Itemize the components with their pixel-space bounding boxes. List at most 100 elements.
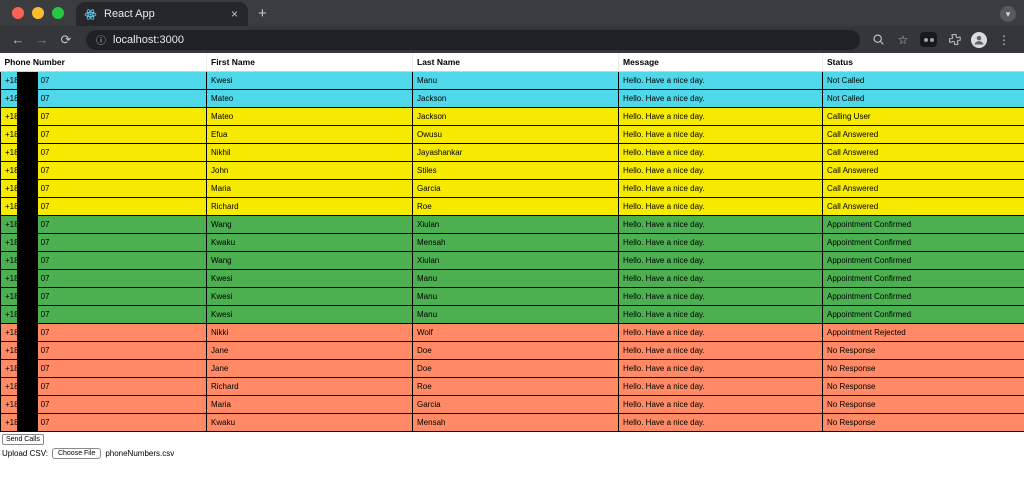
cell-last-name: Garcia [412, 395, 619, 414]
cell-last-name: Stiles [412, 161, 619, 180]
table-row: +18 07 Kwesi Manu Hello. Have a nice day.… [0, 287, 1024, 306]
cell-message: Hello. Have a nice day. [618, 359, 823, 378]
cell-last-name: Manu [412, 305, 619, 324]
cell-first-name: John [206, 161, 413, 180]
cell-message: Hello. Have a nice day. [618, 233, 823, 252]
table-body: +18 07 Kwesi Manu Hello. Have a nice day.… [0, 71, 1024, 432]
profile-avatar[interactable] [971, 31, 987, 48]
phone-suffix: 07 [40, 364, 50, 373]
phone-suffix: 07 [40, 346, 50, 355]
cell-status: Call Answered [822, 125, 1024, 144]
cell-last-name: Owusu [412, 125, 619, 144]
calls-table: Phone Number First Name Last Name Messag… [0, 53, 1024, 432]
tab-strip: React App × + ▾ [0, 0, 1024, 26]
cell-message: Hello. Have a nice day. [618, 215, 823, 234]
site-info-icon[interactable]: ⓘ [96, 36, 106, 47]
phone-suffix: 07 [40, 202, 50, 211]
phone-prefix: +18 [5, 148, 19, 157]
back-icon[interactable]: ← [11, 32, 25, 47]
cell-last-name: Xiulan [412, 251, 619, 270]
cell-phone: +18 07 [0, 413, 207, 432]
cell-status: Call Answered [822, 179, 1024, 198]
upload-csv-row: Upload CSV: Choose File phoneNumbers.csv [2, 448, 1022, 459]
phone-prefix: +18 [5, 364, 19, 373]
tab-react-app[interactable]: React App × [76, 2, 248, 26]
phone-prefix: +18 [5, 130, 19, 139]
cell-first-name: Kwesi [206, 269, 413, 288]
cell-first-name: Wang [206, 251, 413, 270]
cell-first-name: Jane [206, 359, 413, 378]
cell-first-name: Nikhil [206, 143, 413, 162]
forward-icon[interactable]: → [35, 32, 49, 47]
close-tab-icon[interactable]: × [230, 7, 238, 21]
minimize-window-button[interactable] [32, 7, 44, 19]
cell-message: Hello. Have a nice day. [618, 197, 823, 216]
cell-status: No Response [822, 359, 1024, 378]
cell-last-name: Garcia [412, 179, 619, 198]
cell-last-name: Roe [412, 377, 619, 396]
url-text: localhost:3000 [113, 33, 184, 46]
cell-last-name: Roe [412, 197, 619, 216]
phone-suffix: 07 [40, 220, 50, 229]
uploaded-file-name: phoneNumbers.csv [105, 449, 175, 458]
cell-status: Appointment Confirmed [822, 269, 1024, 288]
cell-status: Not Called [822, 89, 1024, 108]
table-row: +18 07 Mateo Jackson Hello. Have a nice d… [0, 89, 1024, 108]
table-row: +18 07 Nikki Wolf Hello. Have a nice day.… [0, 323, 1024, 342]
column-header-phone-number: Phone Number [0, 53, 207, 72]
phone-suffix: 07 [40, 238, 50, 247]
cell-message: Hello. Have a nice day. [618, 125, 823, 144]
zoom-window-button[interactable] [52, 7, 64, 19]
extensions-puzzle-icon[interactable] [946, 32, 962, 48]
table-row: +18 07 Maria Garcia Hello. Have a nice da… [0, 179, 1024, 198]
table-row: +18 07 Kwesi Manu Hello. Have a nice day.… [0, 71, 1024, 90]
cell-first-name: Kwaku [206, 413, 413, 432]
cell-first-name: Efua [206, 125, 413, 144]
cell-status: Appointment Confirmed [822, 251, 1024, 270]
phone-prefix: +18 [5, 76, 19, 85]
cell-last-name: Jackson [412, 89, 619, 108]
cell-last-name: Doe [412, 359, 619, 378]
phone-prefix: +18 [5, 202, 19, 211]
phone-prefix: +18 [5, 310, 19, 319]
window-controls [0, 0, 76, 26]
cell-last-name: Mensah [412, 233, 619, 252]
cell-message: Hello. Have a nice day. [618, 251, 823, 270]
cell-first-name: Maria [206, 395, 413, 414]
cell-status: No Response [822, 377, 1024, 396]
search-icon[interactable] [870, 32, 886, 48]
send-calls-button[interactable]: Send Calls [2, 434, 44, 445]
bookmark-star-icon[interactable]: ☆ [897, 32, 909, 47]
phone-prefix: +18 [5, 256, 19, 265]
choose-file-button[interactable]: Choose File [51, 448, 102, 459]
column-header-first-name: First Name [206, 53, 413, 72]
page: Phone Number First Name Last Name Messag… [0, 53, 1024, 500]
phone-suffix: 07 [40, 382, 50, 391]
toolbar-icons: ☆ ⋮ [870, 31, 1016, 48]
cell-status: Not Called [822, 71, 1024, 90]
menu-kebab-icon[interactable]: ⋮ [998, 32, 1010, 47]
table-row: +18 07 Richard Roe Hello. Have a nice day… [0, 197, 1024, 216]
new-tab-button[interactable]: + [258, 4, 267, 22]
extension-badge-icon[interactable] [920, 32, 937, 47]
cell-first-name: Jane [206, 341, 413, 360]
cell-status: Appointment Confirmed [822, 233, 1024, 252]
cell-status: Call Answered [822, 161, 1024, 180]
reload-icon[interactable]: ⟳ [60, 31, 72, 47]
cell-status: Appointment Confirmed [822, 305, 1024, 324]
phone-prefix: +18 [5, 292, 19, 301]
cell-status: Call Answered [822, 197, 1024, 216]
phone-suffix: 07 [40, 130, 50, 139]
cell-first-name: Maria [206, 179, 413, 198]
phone-suffix: 07 [40, 76, 50, 85]
url-bar[interactable]: ⓘ localhost:3000 [86, 29, 860, 50]
close-window-button[interactable] [12, 7, 24, 19]
phone-prefix: +18 [5, 400, 19, 409]
table-row: +18 07 Kwaku Mensah Hello. Have a nice da… [0, 233, 1024, 252]
phone-prefix: +18 [5, 382, 19, 391]
table-row: +18 07 Kwesi Manu Hello. Have a nice day.… [0, 305, 1024, 324]
table-row: +18 07 Nikhil Jayashankar Hello. Have a n… [0, 143, 1024, 162]
column-header-last-name: Last Name [412, 53, 619, 72]
tab-search-icon[interactable]: ▾ [1000, 6, 1016, 22]
